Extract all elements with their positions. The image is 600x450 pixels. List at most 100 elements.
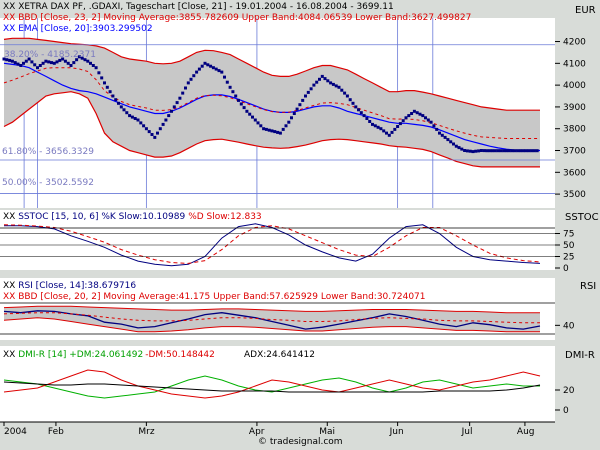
price-point (206, 63, 210, 67)
symbol-prefix-icon: XX (3, 281, 18, 291)
dmi-series (3, 375, 540, 399)
price-point (156, 131, 159, 135)
price-point (331, 82, 335, 86)
price-point (521, 149, 525, 153)
price-point (482, 149, 486, 153)
price-point (10, 59, 14, 63)
price-series-moving-average (3, 67, 540, 139)
price-point (398, 122, 402, 126)
price-point (63, 59, 67, 63)
price-point (36, 66, 39, 70)
fib-label-1: 61.80% - 3656.3329 (2, 147, 94, 157)
symbol-prefix-icon: XX (3, 2, 18, 12)
price-point (418, 112, 422, 116)
price-point (496, 149, 500, 153)
price-point (396, 125, 400, 128)
price-tick-label: 4000 (563, 81, 586, 91)
price-point (245, 109, 249, 113)
dmi-unit: DMI-R (565, 350, 595, 361)
stochastic-panel[interactable] (0, 210, 555, 270)
x-tick-label: Jun (389, 427, 404, 437)
price-point (130, 115, 134, 119)
price-point (259, 124, 263, 128)
price-point (278, 131, 282, 135)
price-point (493, 149, 497, 153)
price-point (186, 81, 190, 85)
price-point (211, 66, 215, 70)
price-point (41, 61, 45, 65)
header-symbol: XETRA DAX PF (18, 2, 83, 12)
price-point (167, 114, 171, 118)
x-tick-label: Aug (517, 427, 535, 437)
price-point (22, 61, 25, 65)
price-point (66, 61, 70, 65)
x-tick-label: Mai (319, 427, 335, 437)
price-point (175, 101, 179, 105)
price-point (72, 61, 76, 65)
header-line1: XX XETRA DAX PF, .GDAXI, Tageschart [Clo… (3, 2, 394, 12)
price-point (309, 87, 313, 91)
price-point (248, 112, 252, 116)
price-point (172, 105, 176, 109)
horizontal-lines (0, 44, 555, 335)
price-point (97, 71, 101, 75)
price-point (223, 75, 226, 79)
price-point (100, 76, 104, 80)
price-point (365, 117, 369, 120)
price-point (516, 149, 520, 153)
price-tick-label: 3900 (563, 103, 586, 113)
price-point (214, 67, 218, 71)
price-point (412, 109, 416, 113)
price-point (421, 114, 425, 118)
price-point (8, 58, 12, 62)
price-point (111, 94, 115, 98)
price-point (38, 64, 42, 67)
price-point (103, 81, 106, 85)
price-point (264, 127, 268, 131)
rsi-tick-label: 40 (563, 321, 575, 331)
bollinger-band-fill (4, 38, 540, 332)
price-point (27, 57, 31, 61)
price-point (33, 63, 37, 67)
price-point (387, 133, 391, 137)
price-point (454, 144, 458, 148)
price-point (323, 77, 327, 81)
price-point (479, 149, 483, 152)
price-point (385, 131, 388, 135)
price-point (144, 127, 148, 131)
x-axis-ticks: 2004 Feb Mrz Apr Mai Jun Jul Aug (0, 421, 555, 437)
price-point (393, 127, 397, 131)
symbol-prefix-icon: XX (3, 13, 18, 23)
price-point (44, 59, 48, 63)
price-point (136, 118, 140, 122)
price-point (315, 80, 319, 84)
price-point (125, 111, 129, 115)
price-point (142, 124, 146, 128)
symbol-prefix-icon: XX (3, 350, 18, 360)
price-point (178, 96, 182, 100)
price-point (170, 109, 173, 113)
rsi-band-area (4, 306, 540, 332)
price-point (465, 149, 469, 153)
price-point (47, 60, 51, 64)
price-point (443, 135, 447, 139)
price-point (401, 119, 405, 123)
bbd-legend: BBD [Close, 23, 2] Moving Average:3855.7… (18, 13, 471, 23)
price-point (415, 111, 419, 115)
price-point (326, 79, 330, 83)
price-point (195, 70, 199, 74)
price-point (382, 129, 386, 133)
fib-label-2: 50.00% - 3502.5592 (2, 178, 94, 188)
price-point (284, 124, 288, 128)
price-series-lower-band (3, 91, 540, 168)
series (2, 37, 541, 399)
price-point (343, 91, 347, 95)
dmi-series (3, 381, 541, 393)
price-point (181, 91, 185, 95)
y-axis-ticks: 3500360037003800390040004100420002550754… (555, 38, 586, 416)
price-point (368, 120, 372, 123)
price-point (19, 64, 23, 67)
price-point (267, 128, 271, 132)
price-point (242, 106, 246, 110)
price-point (301, 98, 305, 102)
